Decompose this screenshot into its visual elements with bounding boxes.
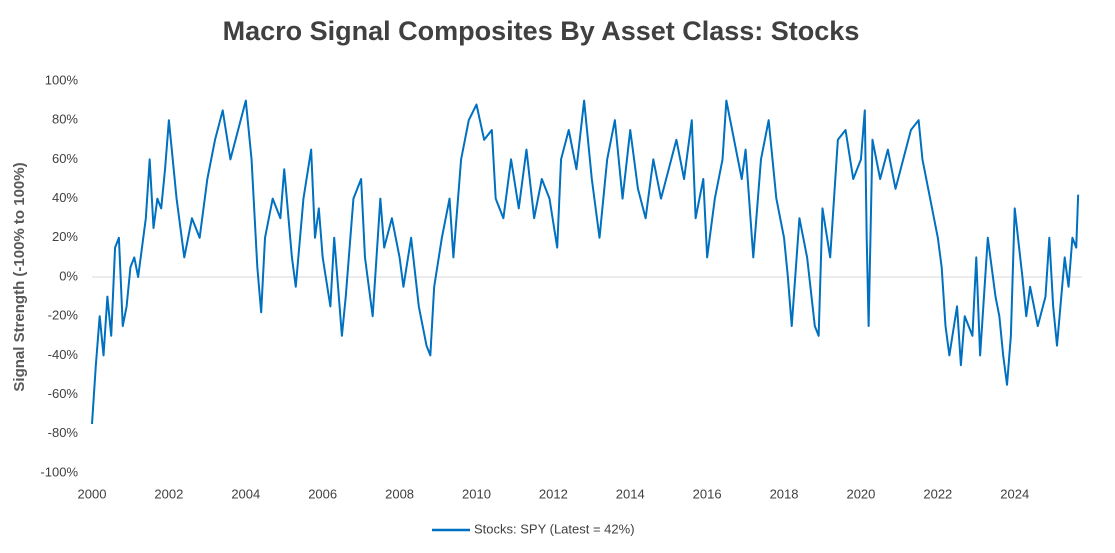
y-tick-label: -60% bbox=[48, 386, 79, 401]
y-tick-label: 100% bbox=[45, 72, 79, 87]
y-tick-label: 0% bbox=[59, 268, 78, 283]
x-tick-label: 2024 bbox=[1000, 486, 1029, 501]
y-tick-label: -100% bbox=[40, 464, 78, 479]
x-tick-label: 2022 bbox=[923, 486, 952, 501]
x-tick-label: 2018 bbox=[770, 486, 799, 501]
x-tick-label: 2010 bbox=[462, 486, 491, 501]
x-tick-label: 2012 bbox=[539, 486, 568, 501]
y-tick-label: 80% bbox=[52, 112, 78, 127]
x-tick-label: 2020 bbox=[846, 486, 875, 501]
y-axis-label: Signal Strength (-100% to 100%) bbox=[11, 162, 28, 391]
y-tick-label: 20% bbox=[52, 229, 78, 244]
x-tick-label: 2002 bbox=[154, 486, 183, 501]
y-tick-label: 40% bbox=[52, 190, 78, 205]
x-tick-label: 2000 bbox=[78, 486, 107, 501]
y-tick-label: -20% bbox=[48, 308, 79, 323]
series-line bbox=[91, 99, 1080, 425]
chart-title: Macro Signal Composites By Asset Class: … bbox=[223, 16, 860, 46]
x-tick-label: 2004 bbox=[231, 486, 260, 501]
y-tick-label: -80% bbox=[48, 425, 79, 440]
x-tick-label: 2008 bbox=[385, 486, 414, 501]
x-tick-label: 2014 bbox=[616, 486, 645, 501]
legend-label: Stocks: SPY (Latest = 42%) bbox=[474, 521, 635, 536]
x-tick-label: 2006 bbox=[308, 486, 337, 501]
x-tick-label: 2016 bbox=[693, 486, 722, 501]
y-tick-label: -40% bbox=[48, 347, 79, 362]
y-tick-label: 60% bbox=[52, 151, 78, 166]
